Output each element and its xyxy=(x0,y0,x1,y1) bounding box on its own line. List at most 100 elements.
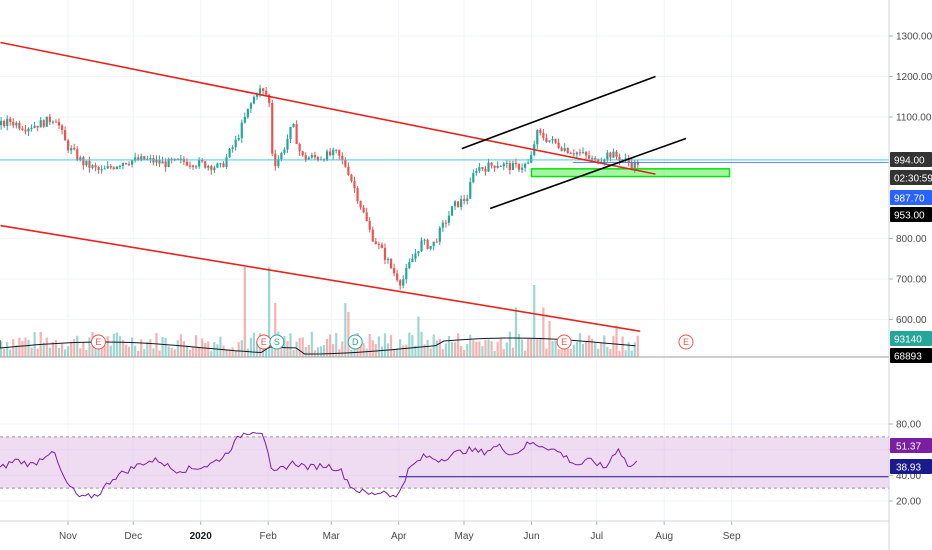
candle-body xyxy=(137,157,140,161)
volume-bar xyxy=(70,341,73,357)
volume-bar xyxy=(584,341,588,357)
event-marker[interactable]: S xyxy=(269,334,285,350)
candle-body xyxy=(389,259,393,269)
candle-body xyxy=(563,148,566,151)
volume-bar xyxy=(27,339,30,357)
candle-body xyxy=(329,151,332,156)
candle-body xyxy=(85,160,88,166)
volume-bar xyxy=(243,267,246,357)
volume-bar xyxy=(88,337,91,357)
volume-bar xyxy=(24,337,27,357)
price-badge-bg xyxy=(890,207,932,222)
volume-bar xyxy=(456,333,460,357)
price-badge-text: 93140 xyxy=(894,335,922,346)
volume-bar xyxy=(466,344,469,357)
volume-bar xyxy=(487,339,490,357)
volume-bar xyxy=(161,336,164,357)
candle-body xyxy=(82,157,85,166)
volume-bar xyxy=(134,345,137,357)
candle-body xyxy=(115,166,118,169)
candle-body xyxy=(45,116,48,127)
volume-bar xyxy=(283,335,286,357)
candle-body xyxy=(155,159,158,163)
candle-body xyxy=(396,273,399,281)
volume-bar xyxy=(255,341,259,357)
volume-bar xyxy=(551,341,554,357)
volume-bar xyxy=(505,342,508,357)
volume-bar xyxy=(359,342,362,357)
rsi-tick-label: 20.00 xyxy=(896,497,921,508)
trend-lines[interactable] xyxy=(0,41,890,333)
volume-bar xyxy=(502,349,505,357)
candle-body xyxy=(341,155,344,160)
candle-body xyxy=(304,155,307,160)
volume-bar xyxy=(268,267,271,357)
candle-body xyxy=(73,148,76,150)
candle-body xyxy=(523,163,527,168)
candle-body xyxy=(444,222,447,224)
price-badge-text: 953.00 xyxy=(894,211,925,222)
event-marker[interactable]: E xyxy=(90,334,106,350)
volume-bar xyxy=(97,342,100,357)
rsi-badge-bg xyxy=(890,438,932,453)
event-marker[interactable]: E xyxy=(556,334,572,350)
volume-bar xyxy=(402,345,405,357)
candle-body xyxy=(335,149,338,151)
trend-line[interactable] xyxy=(489,137,687,210)
price-tick-label: 600.00 xyxy=(896,315,927,326)
time-tick-label: May xyxy=(455,531,474,542)
candle-body xyxy=(597,159,600,164)
candle-body xyxy=(51,121,54,123)
volume-bar xyxy=(572,344,575,357)
event-marker[interactable]: E xyxy=(678,334,694,350)
volume-bar xyxy=(140,339,143,357)
volume-bar xyxy=(176,340,179,357)
candle-body xyxy=(12,121,15,126)
candle-body xyxy=(417,251,420,254)
candle-body xyxy=(587,155,591,159)
volume-bar xyxy=(414,345,417,357)
volume-bar xyxy=(447,335,451,357)
candle-body xyxy=(350,174,353,182)
candle-body xyxy=(67,140,70,151)
trend-line[interactable] xyxy=(0,224,641,333)
volume-bar xyxy=(435,340,438,357)
volume-bar xyxy=(127,346,131,357)
volume-bar xyxy=(523,350,527,357)
volume-bar xyxy=(408,332,411,357)
candle-body xyxy=(27,128,30,132)
volume-bar xyxy=(213,341,216,357)
candle-body xyxy=(353,181,356,189)
candle-body xyxy=(237,138,240,140)
candle-body xyxy=(124,162,128,165)
volume-bar xyxy=(182,341,185,357)
event-marker[interactable]: D xyxy=(347,334,363,350)
volume-bar xyxy=(594,341,597,357)
volume-bar xyxy=(444,343,447,357)
volume-bar xyxy=(204,342,207,357)
support-zone[interactable] xyxy=(530,168,731,178)
candle-body xyxy=(94,165,97,168)
candle-body xyxy=(411,258,414,263)
volume-bar xyxy=(191,346,195,357)
event-marker[interactable]: E xyxy=(256,334,272,350)
candle-body xyxy=(606,152,609,160)
trend-line[interactable] xyxy=(0,41,656,175)
volume-bar xyxy=(149,339,152,357)
volume-bar xyxy=(405,344,408,357)
candle-body xyxy=(48,116,51,123)
candle-body xyxy=(557,142,560,148)
candle-body xyxy=(575,152,578,155)
volume-bar xyxy=(633,342,636,357)
candle-body xyxy=(508,163,511,171)
rsi-badge: 38.93 xyxy=(890,459,932,474)
candle-body xyxy=(15,122,18,126)
candle-body xyxy=(258,88,262,94)
candle-body xyxy=(283,149,286,153)
volume-bar xyxy=(630,350,633,357)
trend-line[interactable] xyxy=(461,75,656,150)
volume-bar xyxy=(112,333,115,357)
candle-body xyxy=(377,244,380,246)
